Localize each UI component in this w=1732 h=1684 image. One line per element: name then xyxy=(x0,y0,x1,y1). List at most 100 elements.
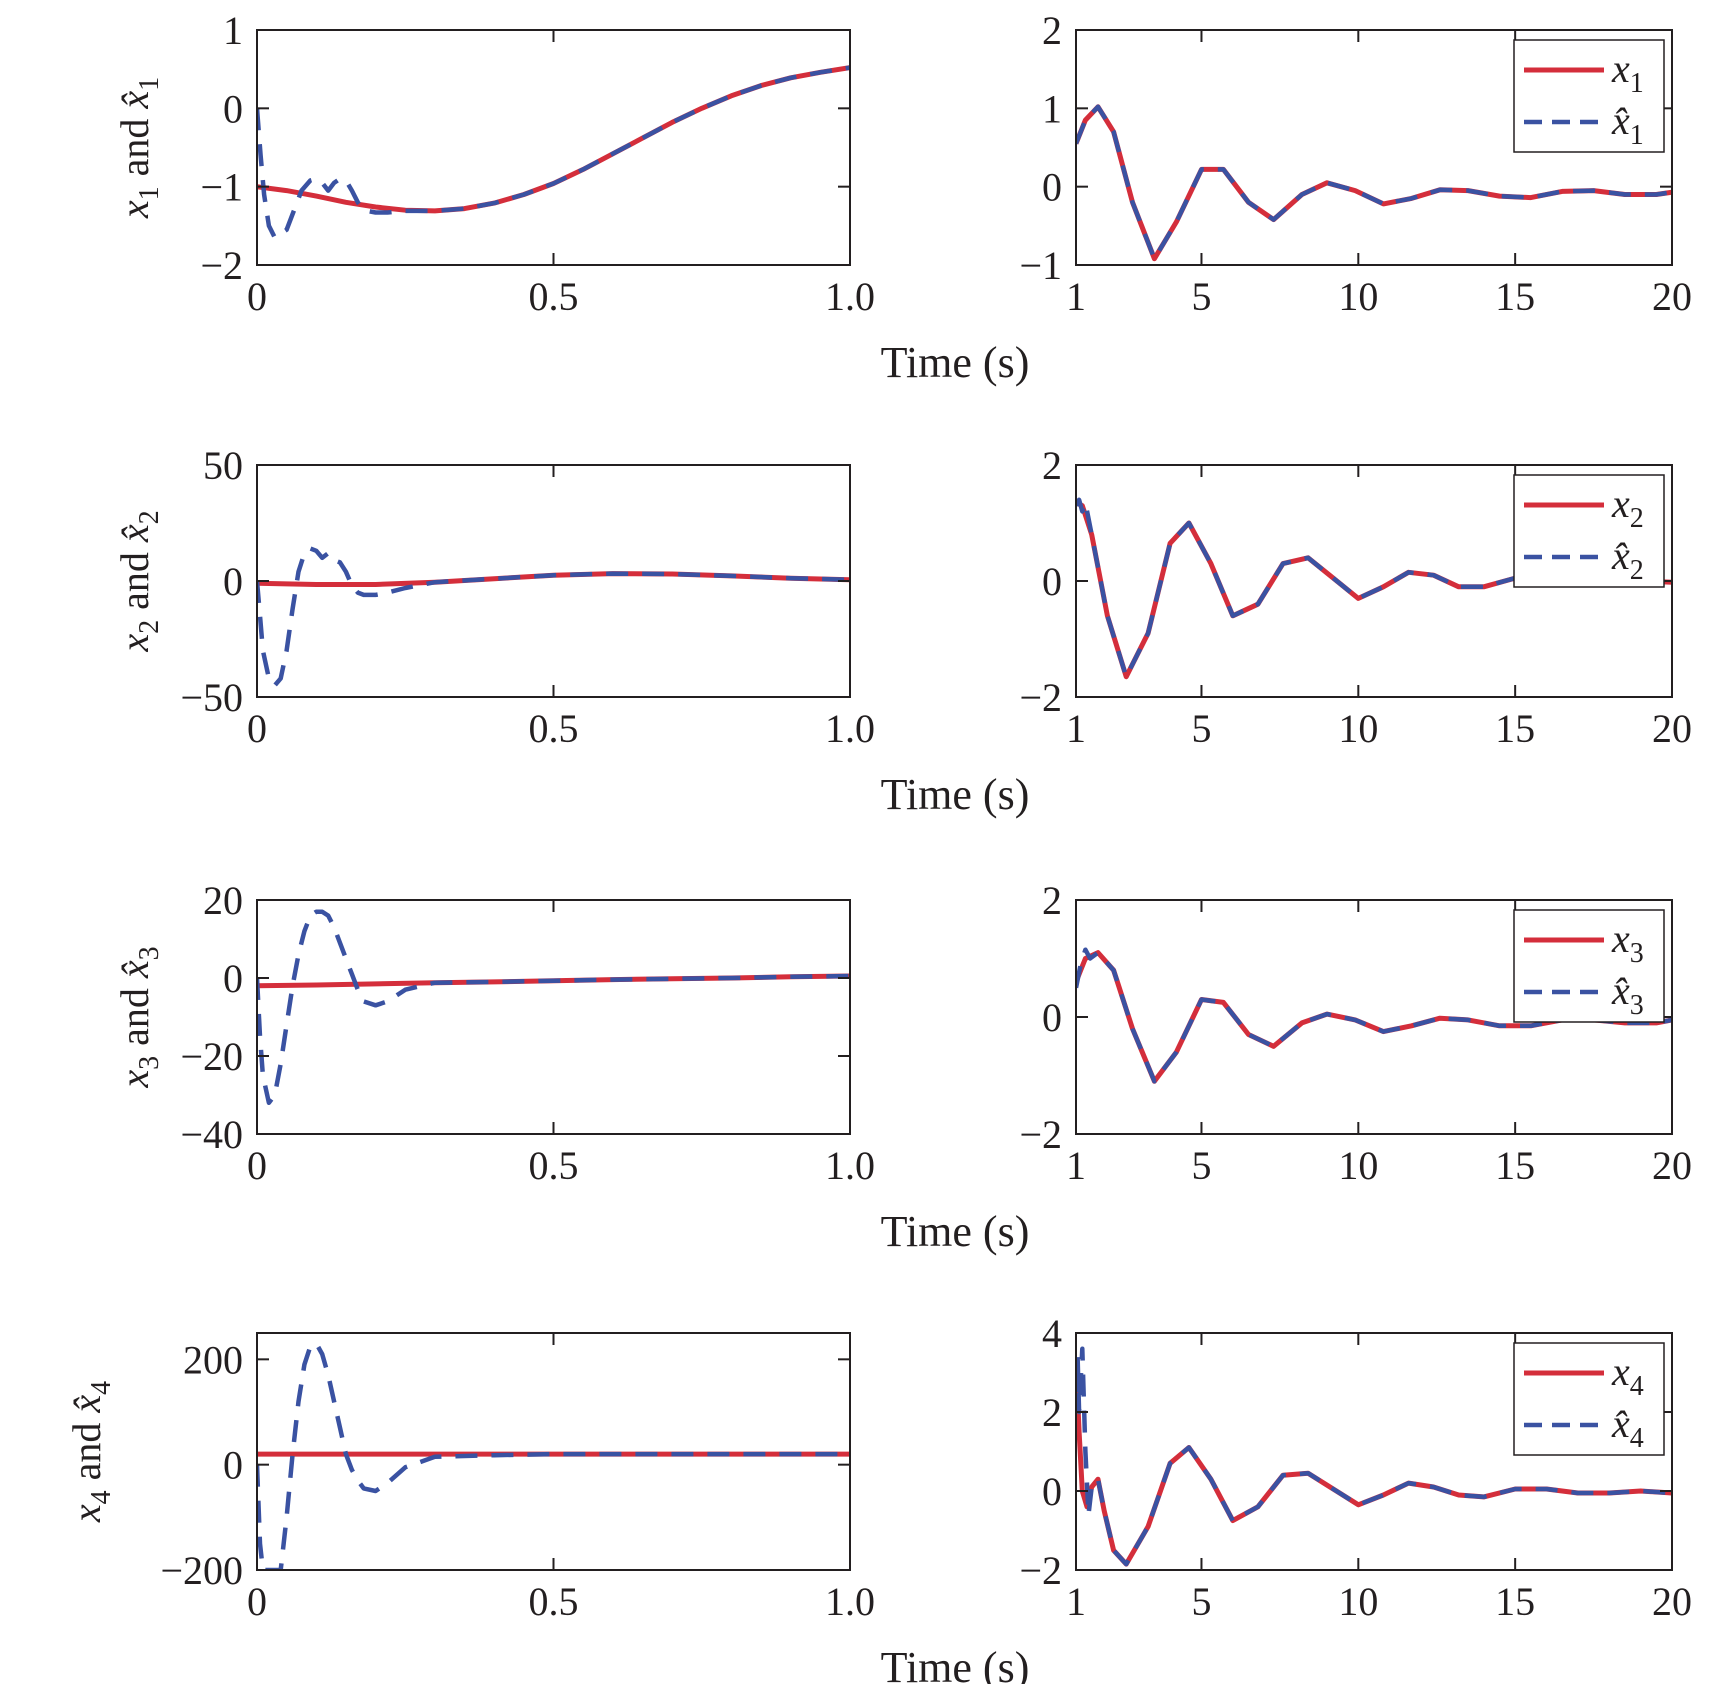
y-tick-label: −50 xyxy=(180,675,243,720)
y-tick-label: 2 xyxy=(1042,878,1062,923)
y-tick-label: 2 xyxy=(1042,443,1062,488)
series-line-estimate xyxy=(257,546,850,688)
y-tick-label: 1 xyxy=(223,8,243,53)
x-tick-label: 20 xyxy=(1652,1579,1692,1624)
x-tick-label: 0.5 xyxy=(529,274,579,319)
x-tick-label: 1.0 xyxy=(825,274,875,319)
y-tick-label: 4 xyxy=(1042,1311,1062,1356)
x-tick-label: 20 xyxy=(1652,274,1692,319)
x-tick-label: 10 xyxy=(1338,1143,1378,1188)
x-axis-label: Time (s) xyxy=(881,338,1030,387)
series-group xyxy=(257,65,850,240)
x-tick-label: 0 xyxy=(247,706,267,751)
series-line-estimate xyxy=(257,65,850,240)
x-tick-label: 15 xyxy=(1495,1579,1535,1624)
legend-label: x̂2 xyxy=(1611,533,1644,586)
series-line-estimate xyxy=(1076,1346,1672,1567)
x-tick-label: 0.5 xyxy=(529,706,579,751)
y-tick-label: 0 xyxy=(1042,995,1062,1040)
x-tick-label: 0.5 xyxy=(529,1143,579,1188)
x-tick-label: 5 xyxy=(1191,706,1211,751)
legend-label: x2 xyxy=(1611,481,1644,534)
y-tick-label: 50 xyxy=(203,443,243,488)
y-tick-label: 200 xyxy=(183,1337,243,1382)
y-tick-label: 1 xyxy=(1042,86,1062,131)
x-tick-label: 20 xyxy=(1652,1143,1692,1188)
y-tick-label: −1 xyxy=(200,165,243,210)
x-tick-label: 15 xyxy=(1495,1143,1535,1188)
plot-frame xyxy=(1075,1332,1673,1571)
x-tick-label: 5 xyxy=(1191,1579,1211,1624)
x-tick-label: 15 xyxy=(1495,274,1535,319)
plot-frame xyxy=(256,899,851,1135)
y-tick-label: −2 xyxy=(1019,1112,1062,1157)
x-tick-label: 1 xyxy=(1066,706,1086,751)
y-axis-label: x1 and x̂1 xyxy=(112,77,165,219)
x-tick-label: 5 xyxy=(1191,274,1211,319)
chart-x1-short: 0 0.5 1.0 −2 −1 0 1 x1 and x̂1 xyxy=(112,8,875,319)
x-tick-label: 1 xyxy=(1066,274,1086,319)
y-tick-label: 0 xyxy=(223,956,243,1001)
x-axis-label: Time (s) xyxy=(881,1207,1030,1256)
plot-frame xyxy=(256,464,851,698)
y-axis-label: x4 and x̂4 xyxy=(64,1381,117,1523)
plot-frame xyxy=(256,29,851,266)
series-line-measured xyxy=(257,65,850,214)
legend-label: x̂1 xyxy=(1611,98,1644,151)
x-tick-label: 0 xyxy=(247,1579,267,1624)
y-tick-label: 20 xyxy=(203,878,243,923)
x-tick-label: 20 xyxy=(1652,706,1692,751)
legend: x1x̂1 xyxy=(1513,39,1665,153)
chart-x3-short: 0 0.5 1.0 −40 −20 0 20 x3 and x̂3 xyxy=(112,878,875,1188)
x-axis-label: Time (s) xyxy=(881,1643,1030,1684)
y-tick-label: 0 xyxy=(223,86,243,131)
legend-label: x4 xyxy=(1611,1349,1644,1402)
x-tick-label: 0 xyxy=(247,1143,267,1188)
legend-label: x3 xyxy=(1611,916,1644,969)
y-tick-label: 0 xyxy=(223,559,243,604)
y-tick-label: 0 xyxy=(1042,559,1062,604)
y-tick-label: 0 xyxy=(1042,1469,1062,1514)
x-tick-label: 0 xyxy=(247,274,267,319)
legend: x2x̂2 xyxy=(1513,474,1665,588)
y-tick-label: −2 xyxy=(1019,1548,1062,1593)
y-tick-label: −20 xyxy=(180,1034,243,1079)
x-tick-label: 1 xyxy=(1066,1579,1086,1624)
x-tick-label: 10 xyxy=(1338,1579,1378,1624)
plot-frame xyxy=(1075,29,1673,266)
y-tick-label: 2 xyxy=(1042,1390,1062,1435)
y-tick-label: −2 xyxy=(200,243,243,288)
x-tick-label: 1.0 xyxy=(825,1143,875,1188)
series-line-estimate xyxy=(257,1341,850,1570)
x-tick-label: 1 xyxy=(1066,1143,1086,1188)
x-tick-label: 10 xyxy=(1338,706,1378,751)
series-line-estimate xyxy=(1076,104,1672,261)
x-axis-label: Time (s) xyxy=(881,770,1030,819)
x-tick-label: 15 xyxy=(1495,706,1535,751)
legend: x3x̂3 xyxy=(1513,909,1665,1023)
y-axis-label: x3 and x̂3 xyxy=(112,946,165,1088)
y-tick-label: −1 xyxy=(1019,243,1062,288)
y-tick-label: 0 xyxy=(1042,165,1062,210)
x-tick-label: 0.5 xyxy=(529,1579,579,1624)
series-group xyxy=(257,1341,850,1570)
y-tick-label: −200 xyxy=(160,1548,243,1593)
series-line-estimate xyxy=(257,909,850,1106)
legend-label: x1 xyxy=(1611,46,1644,99)
series-group xyxy=(1076,104,1672,262)
y-tick-label: −2 xyxy=(1019,675,1062,720)
x-tick-label: 10 xyxy=(1338,274,1378,319)
y-tick-label: 2 xyxy=(1042,8,1062,53)
y-tick-label: −40 xyxy=(180,1112,243,1157)
x-tick-label: 1.0 xyxy=(825,706,875,751)
x-tick-label: 1.0 xyxy=(825,1579,875,1624)
legend-label: x̂3 xyxy=(1611,968,1644,1021)
x-tick-label: 5 xyxy=(1191,1143,1211,1188)
legend-label: x̂4 xyxy=(1611,1401,1644,1454)
